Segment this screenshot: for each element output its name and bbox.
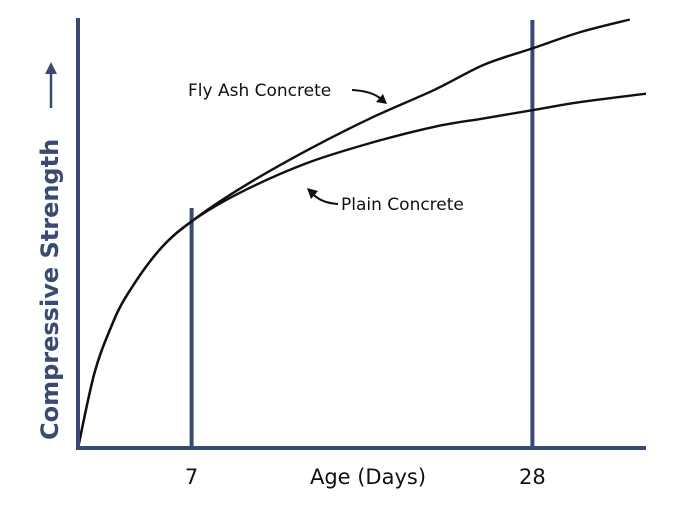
annotation-plain-label: Plain Concrete	[341, 195, 464, 215]
x-tick-label-7: 7	[185, 465, 198, 489]
x-tick-labels: 7 28	[185, 465, 546, 489]
series-line-fly-ash	[78, 18, 631, 448]
reference-lines	[189, 20, 535, 448]
annotation-fly-ash-label: Fly Ash Concrete	[188, 81, 331, 101]
annotation-plain-arrowhead-icon	[307, 188, 318, 199]
series-line-plain	[78, 92, 647, 448]
y-axis-label: Compressive Strength	[36, 139, 64, 440]
curves	[78, 18, 647, 448]
annotation-plain: Plain Concrete	[307, 188, 464, 215]
annotation-fly-ash-arrow-icon	[351, 89, 382, 100]
annotation-fly-ash-arrowhead-icon	[376, 94, 387, 104]
annotation-fly-ash: Fly Ash Concrete	[188, 81, 387, 104]
x-tick-label-28: 28	[519, 465, 546, 489]
x-axis-label: Age (Days)	[310, 465, 426, 489]
annotation-plain-arrow-icon	[313, 194, 339, 205]
y-axis-arrowhead-icon	[45, 62, 57, 74]
y-axis-label-group: Compressive Strength	[36, 62, 64, 440]
